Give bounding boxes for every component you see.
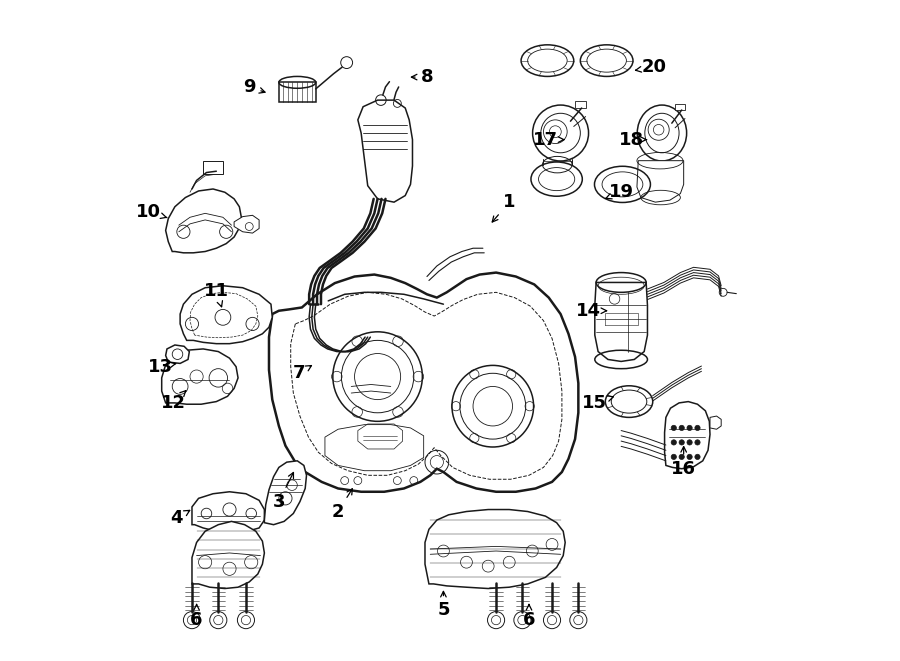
Polygon shape xyxy=(192,522,265,588)
Circle shape xyxy=(687,440,692,445)
Polygon shape xyxy=(675,104,685,110)
Text: 9: 9 xyxy=(243,78,265,96)
Polygon shape xyxy=(203,161,223,174)
Polygon shape xyxy=(180,286,273,344)
Text: 18: 18 xyxy=(618,131,646,149)
Text: 19: 19 xyxy=(606,183,634,201)
Polygon shape xyxy=(192,492,265,533)
Circle shape xyxy=(695,440,700,445)
Circle shape xyxy=(687,454,692,459)
Polygon shape xyxy=(269,272,579,492)
Polygon shape xyxy=(425,510,565,588)
Text: 10: 10 xyxy=(136,203,166,221)
Text: 1: 1 xyxy=(492,193,516,222)
Circle shape xyxy=(695,454,700,459)
Circle shape xyxy=(514,611,531,629)
Circle shape xyxy=(671,440,677,445)
Polygon shape xyxy=(710,416,721,429)
Circle shape xyxy=(184,611,201,629)
Circle shape xyxy=(695,425,700,430)
Circle shape xyxy=(671,425,677,430)
Polygon shape xyxy=(162,349,238,405)
Polygon shape xyxy=(265,461,307,525)
Text: 16: 16 xyxy=(671,447,697,478)
Text: 8: 8 xyxy=(411,68,433,86)
Polygon shape xyxy=(166,189,241,253)
Polygon shape xyxy=(279,83,316,102)
Polygon shape xyxy=(166,345,189,364)
Text: 5: 5 xyxy=(437,592,450,619)
Text: 15: 15 xyxy=(582,394,614,412)
Text: 11: 11 xyxy=(203,282,229,307)
Polygon shape xyxy=(575,101,586,108)
Text: 6: 6 xyxy=(523,605,536,629)
Text: 20: 20 xyxy=(635,58,667,76)
Circle shape xyxy=(210,611,227,629)
Text: 17: 17 xyxy=(533,131,564,149)
Circle shape xyxy=(570,611,587,629)
Polygon shape xyxy=(637,161,684,202)
Circle shape xyxy=(687,425,692,430)
Circle shape xyxy=(680,440,684,445)
Circle shape xyxy=(488,611,505,629)
Polygon shape xyxy=(664,402,710,469)
Circle shape xyxy=(671,454,677,459)
Text: 6: 6 xyxy=(190,605,203,629)
Polygon shape xyxy=(358,100,412,202)
Text: 3: 3 xyxy=(273,473,293,511)
Text: 2: 2 xyxy=(332,488,352,520)
Polygon shape xyxy=(234,215,259,233)
Text: 13: 13 xyxy=(148,358,176,375)
Circle shape xyxy=(238,611,255,629)
Circle shape xyxy=(680,425,684,430)
Text: 4: 4 xyxy=(171,509,190,527)
Text: 14: 14 xyxy=(576,302,607,320)
Polygon shape xyxy=(595,282,647,362)
Circle shape xyxy=(680,454,684,459)
Text: 7: 7 xyxy=(292,364,311,382)
Text: 12: 12 xyxy=(161,391,186,412)
Circle shape xyxy=(544,611,561,629)
